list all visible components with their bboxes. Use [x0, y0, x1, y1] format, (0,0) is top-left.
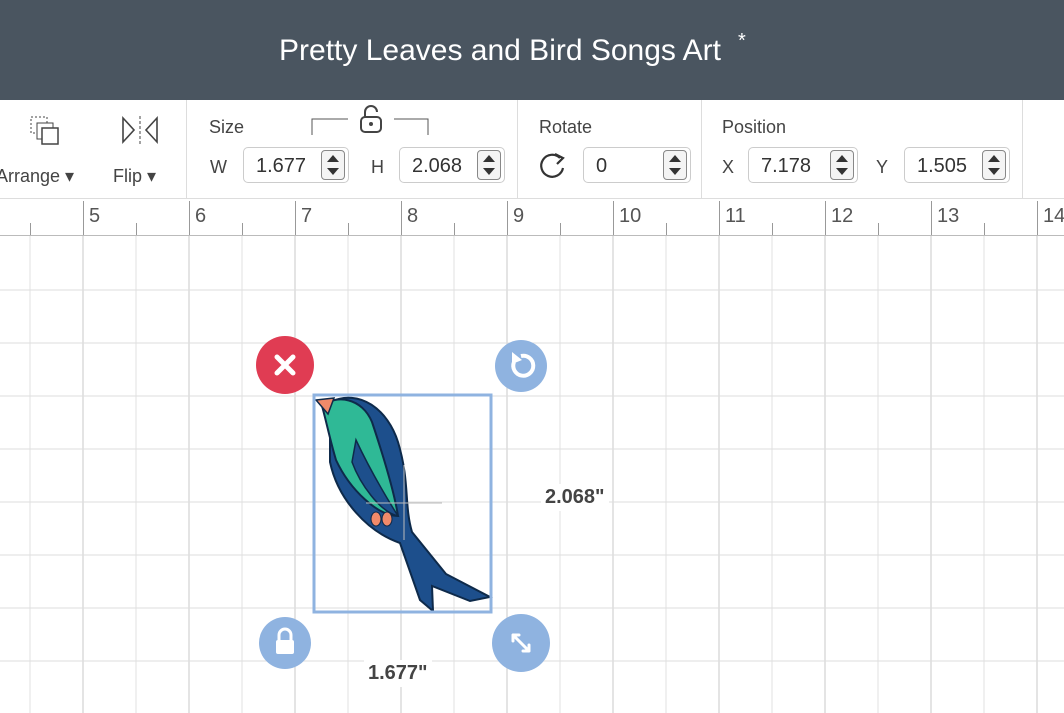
arrange-label: Arrange	[0, 166, 60, 186]
ruler-tick	[984, 223, 985, 235]
bird-foot	[382, 512, 392, 526]
project-title: Pretty Leaves and Bird Songs Art	[0, 34, 1000, 68]
modified-marker: *	[738, 30, 746, 53]
width-dimension: 1.677"	[364, 660, 432, 687]
flip-icon	[120, 114, 160, 146]
ruler-tick	[30, 223, 31, 235]
height-field[interactable]: 2.068	[399, 147, 505, 183]
lock-button[interactable]	[259, 617, 311, 669]
page: Pretty Leaves and Bird Songs Art * Arran…	[0, 0, 1064, 713]
ruler-tick	[242, 223, 243, 235]
spinner[interactable]	[982, 150, 1006, 180]
divider	[1022, 100, 1023, 198]
ruler-label: 5	[89, 205, 100, 228]
width-value: 1.677	[256, 155, 306, 178]
ruler-label: 14	[1043, 205, 1064, 228]
ruler-label: 8	[407, 205, 418, 228]
divider	[517, 100, 518, 198]
flip-menu[interactable]: Flip ▾	[113, 166, 156, 187]
bird-image[interactable]	[314, 395, 491, 612]
x-value: 7.178	[761, 155, 811, 178]
ruler-tick	[719, 201, 720, 235]
y-value: 1.505	[917, 155, 967, 178]
x-field[interactable]: 7.178	[748, 147, 858, 183]
y-label: Y	[876, 157, 888, 178]
rotate-field[interactable]: 0	[583, 147, 691, 183]
ruler-tick	[189, 201, 190, 235]
ruler-tick	[401, 201, 402, 235]
canvas	[0, 236, 1064, 713]
y-field[interactable]: 1.505	[904, 147, 1010, 183]
lock-ratio[interactable]	[310, 105, 432, 137]
divider	[186, 100, 187, 198]
ruler-tick	[931, 201, 932, 235]
ruler-label: 7	[301, 205, 312, 228]
ruler-label: 13	[937, 205, 959, 228]
ruler-tick	[825, 201, 826, 235]
rotate-label: Rotate	[539, 117, 592, 138]
ruler-tick	[136, 223, 137, 235]
w-label: W	[210, 157, 227, 178]
delete-button[interactable]	[256, 336, 314, 394]
ruler-label: 10	[619, 205, 641, 228]
ruler-tick	[878, 223, 879, 235]
size-label: Size	[209, 117, 244, 138]
bird-foot	[371, 512, 381, 526]
position-label: Position	[722, 117, 786, 138]
flip-label: Flip	[113, 166, 142, 186]
divider	[701, 100, 702, 198]
rotate-handle[interactable]	[495, 340, 547, 392]
rotate-icon	[536, 150, 568, 182]
height-dimension: 2.068"	[541, 484, 609, 511]
h-label: H	[371, 157, 384, 178]
rotate-value: 0	[596, 155, 607, 178]
ruler-tick	[348, 223, 349, 235]
width-field[interactable]: 1.677	[243, 147, 349, 183]
ruler-label: 12	[831, 205, 853, 228]
arrange-icon	[28, 114, 64, 150]
ruler-tick	[295, 201, 296, 235]
ruler-label: 6	[195, 205, 206, 228]
ruler-tick	[83, 201, 84, 235]
arrange-menu[interactable]: Arrange ▾	[0, 166, 74, 187]
spinner[interactable]	[663, 150, 687, 180]
ruler-tick	[1037, 201, 1038, 235]
ruler-label: 9	[513, 205, 524, 228]
toolbar: Arrange ▾ Flip ▾ Size W 1.677 H 2.068 Ro…	[0, 100, 1064, 199]
ruler-tick	[507, 201, 508, 235]
spinner[interactable]	[477, 150, 501, 180]
ruler: 5 6 7 8 9 10 11 12 13 14	[0, 199, 1064, 236]
resize-handle[interactable]	[492, 614, 550, 672]
ruler-tick	[772, 223, 773, 235]
ruler-label: 11	[725, 205, 746, 228]
header: Pretty Leaves and Bird Songs Art *	[0, 0, 1064, 100]
ruler-tick	[613, 201, 614, 235]
ruler-tick	[666, 223, 667, 235]
spinner[interactable]	[321, 150, 345, 180]
x-label: X	[722, 157, 734, 178]
spinner[interactable]	[830, 150, 854, 180]
ruler-tick	[454, 223, 455, 235]
height-value: 2.068	[412, 155, 462, 178]
ruler-tick	[560, 223, 561, 235]
